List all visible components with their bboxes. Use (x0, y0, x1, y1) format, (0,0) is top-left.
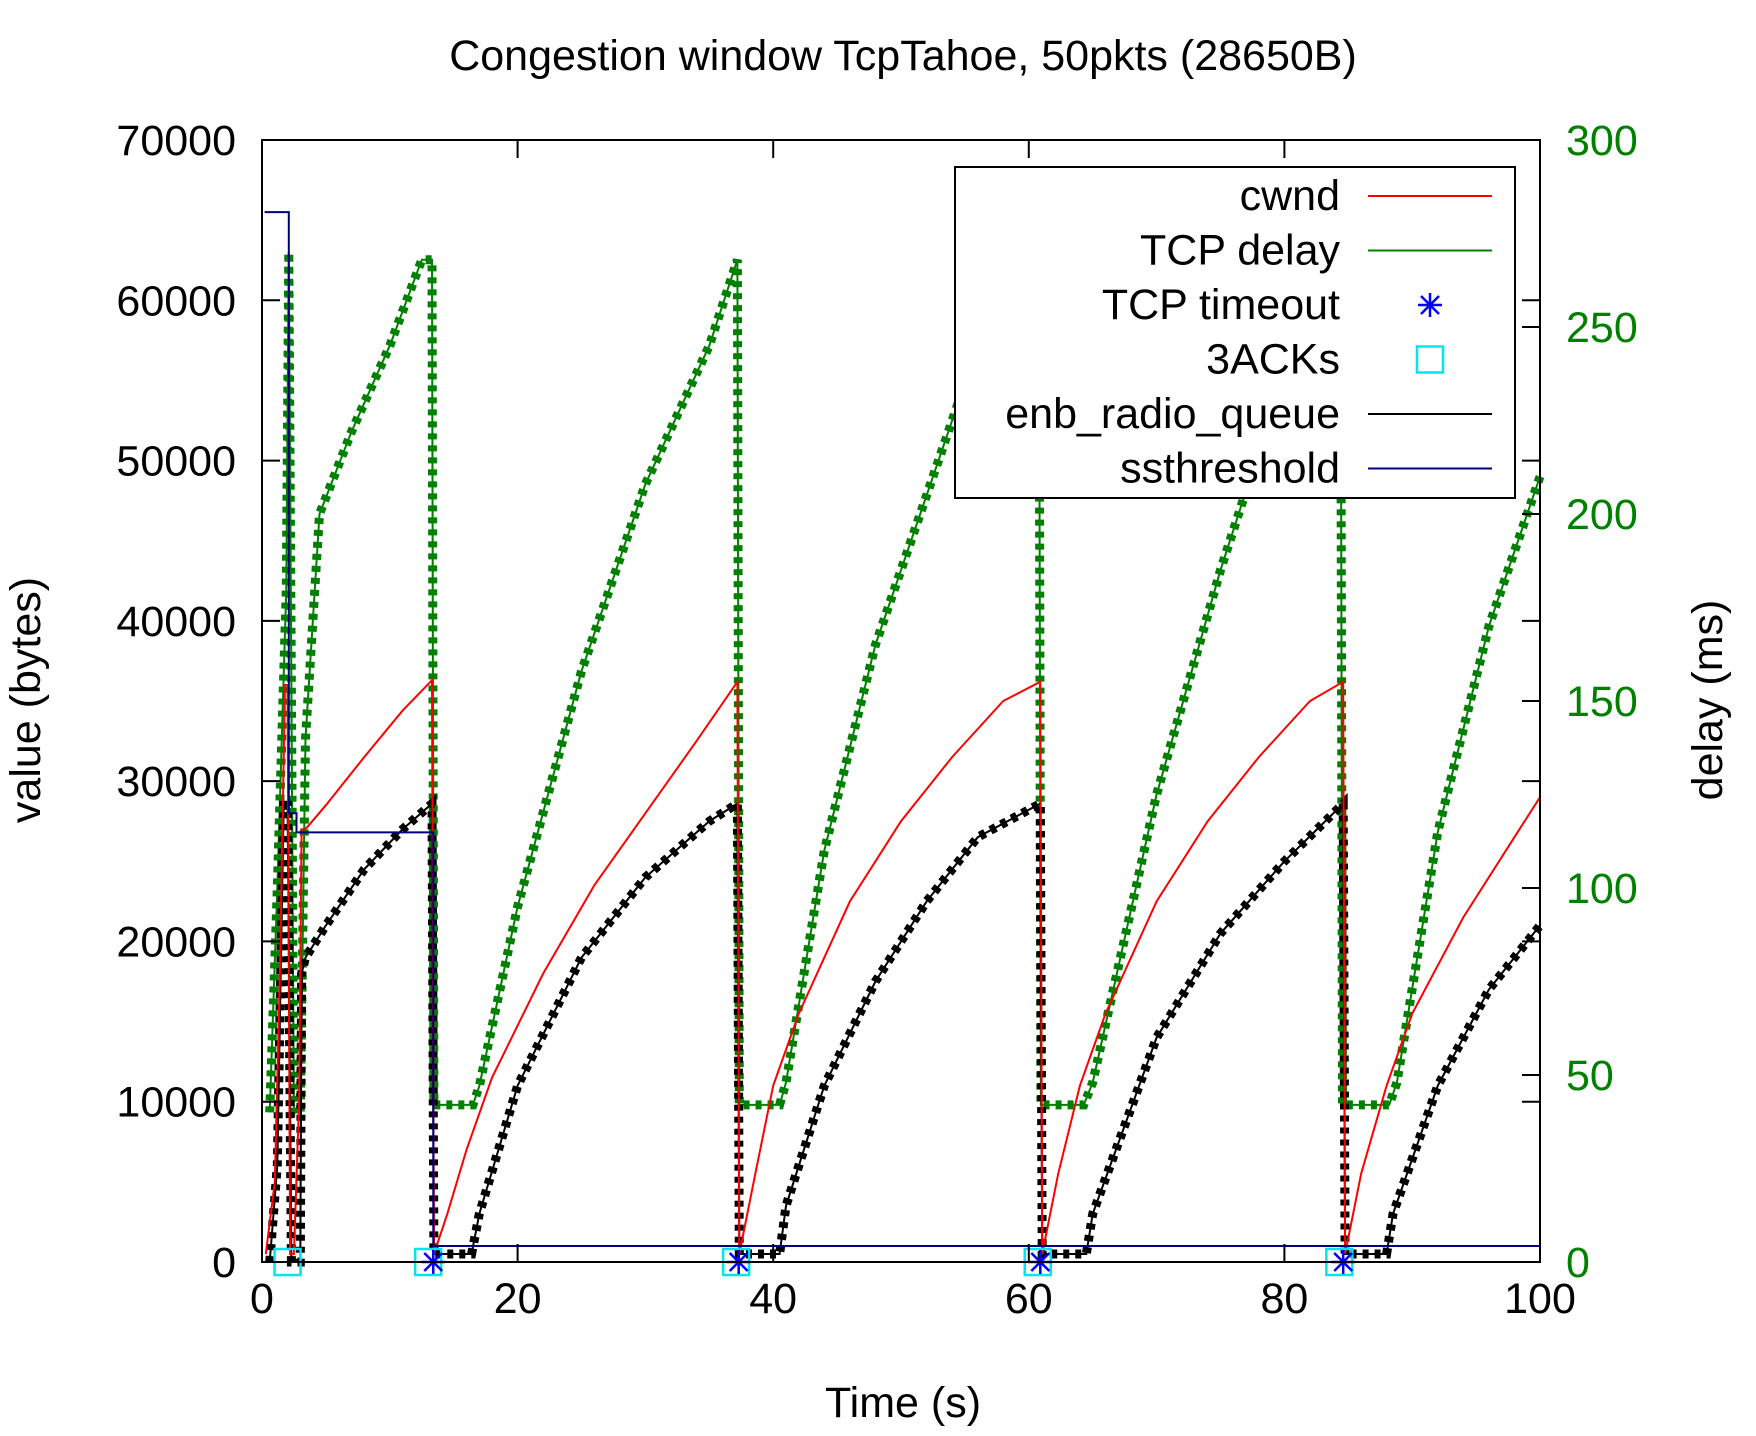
y2-tick-label: 0 (1566, 1239, 1590, 1287)
y2-tick-label: 50 (1566, 1052, 1614, 1100)
y-tick-label: 20000 (116, 918, 236, 966)
series-line-enb-radio-queue (268, 801, 1541, 1263)
legend-label-3acks: 3ACKs (1206, 336, 1340, 384)
legend-swatch-3acks (1415, 345, 1445, 374)
y2-tick-label: 300 (1566, 117, 1638, 165)
x-tick-label: 60 (1005, 1275, 1053, 1323)
y2-axis-label: delay (ms) (1684, 600, 1732, 801)
legend-box (954, 166, 1516, 499)
legend-label-tcp-delay: TCP delay (1140, 227, 1340, 275)
x-tick-label: 0 (250, 1275, 274, 1323)
y-tick-label: 10000 (116, 1079, 236, 1127)
y-tick-label: 50000 (116, 438, 236, 486)
y-tick-label: 0 (212, 1239, 236, 1287)
series-line-cwnd (264, 677, 1541, 1255)
series-marks-enb-radio-queue (265, 792, 1544, 1267)
y2-tick-label: 150 (1566, 678, 1638, 726)
x-axis-label: Time (s) (825, 1379, 981, 1427)
y-tick-label: 60000 (116, 277, 236, 325)
chart-title: Congestion window TcpTahoe, 50pkts (2865… (449, 32, 1357, 80)
legend-label-cwnd: cwnd (1240, 172, 1340, 220)
x-tick-label: 100 (1504, 1275, 1576, 1323)
legend-swatch-tcp-timeout (1418, 293, 1442, 317)
legend-label-tcp-timeout: TCP timeout (1102, 281, 1340, 329)
axis-layer: 0 20 40 60 80 1000100002000030000400005000060… (116, 117, 1637, 1323)
legend-label-enb-radio-queue: enb_radio_queue (1005, 390, 1340, 438)
y2-tick-label: 100 (1566, 865, 1638, 913)
y-axis-label: value (bytes) (2, 577, 50, 823)
x-tick-label: 20 (494, 1275, 542, 1323)
y-tick-label: 70000 (116, 117, 236, 165)
legend: cwnd TCP delay TCP timeout 3ACKs enb_radio_q… (954, 166, 1516, 499)
legend-entries: cwnd TCP delay TCP timeout 3ACKs enb_radio_q… (1005, 172, 1492, 493)
y-tick-label: 40000 (116, 598, 236, 646)
x-tick-label: 40 (749, 1275, 797, 1323)
y-tick-label: 30000 (116, 758, 236, 806)
y2-tick-label: 200 (1566, 491, 1638, 539)
series-line-ssthreshold (264, 211, 1540, 1247)
x-tick-label: 80 (1260, 1275, 1308, 1323)
legend-label-ssthreshold: ssthreshold (1120, 445, 1340, 493)
y2-tick-label: 250 (1566, 304, 1638, 352)
